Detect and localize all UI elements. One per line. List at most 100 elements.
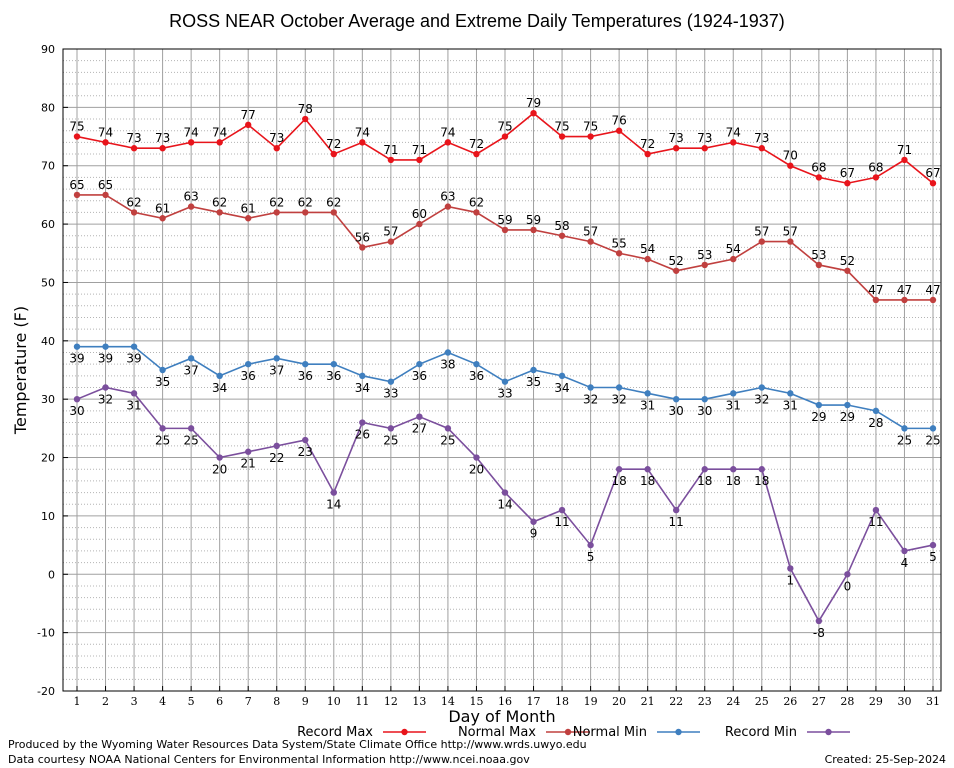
data-label-normal-min: 33 [383,387,398,401]
data-point-normal-max [244,215,252,222]
x-tick-label: 25 [755,695,769,708]
x-tick-label: 31 [926,695,940,708]
data-label-normal-min: 37 [183,363,198,377]
x-axis-label: Day of Month [448,707,555,726]
data-label-normal-max: 59 [497,213,512,227]
data-point-normal-min [473,360,480,368]
data-label-normal-min: 29 [811,410,826,424]
data-label-normal-min: 25 [925,433,940,447]
data-point-normal-max [929,296,937,304]
data-label-normal-max: 47 [868,283,883,297]
data-label-record-min: 27 [412,422,427,436]
data-label-record-min: 0 [844,579,852,593]
data-point-normal-max [330,209,337,216]
data-label-normal-min: 34 [355,381,370,395]
data-label-record-min: 20 [469,463,484,477]
plot-frame [62,48,942,692]
y-tick-label: 40 [41,335,55,348]
y-tick-label: 70 [41,160,55,173]
data-point-normal-min [929,425,937,432]
data-label-normal-min: 36 [469,369,484,383]
data-point-normal-min [901,425,908,432]
footer-courtesy: Data courtesy NOAA National Centers for … [8,753,530,766]
data-label-record-min: 5 [587,550,595,564]
x-tick-label: 11 [355,695,369,708]
data-label-normal-max: 61 [155,201,170,215]
data-label-normal-max: 58 [554,219,569,233]
data-point-record-min [844,571,851,578]
data-point-record-min [216,454,223,461]
x-tick-label: 23 [698,695,712,708]
series-record-max: 75 74 73 73 74 74 77 73 78 72 74 71 71 74 72 75 79 75 75 76… [69,96,941,187]
data-label-normal-max: 65 [98,178,113,192]
data-label-normal-max: 62 [298,195,313,209]
x-tick-label: 7 [245,695,252,708]
data-label-normal-max: 63 [440,190,455,204]
data-label-record-max: 74 [726,125,741,139]
data-point-record-min [787,565,794,572]
data-label-record-min: 23 [298,445,313,459]
data-label-record-max: 73 [269,131,284,145]
data-label-normal-min: 30 [669,404,684,418]
data-label-normal-max: 57 [783,225,798,239]
data-point-record-min [644,466,651,473]
data-point-normal-min [787,390,794,397]
data-label-normal-max: 54 [726,242,741,256]
data-point-normal-min [244,360,252,368]
data-point-record-min [159,425,166,432]
legend-label-record-max: Record Max [297,725,373,740]
data-point-normal-max [844,267,851,274]
data-point-record-max [644,150,651,158]
data-point-record-max [187,139,195,146]
data-label-normal-max: 63 [183,190,198,204]
data-point-record-max [872,174,880,181]
x-tick-label: 8 [273,695,280,708]
data-point-normal-max [615,250,623,257]
data-point-normal-max [758,238,765,245]
data-point-normal-min [273,355,280,362]
data-point-record-min [359,419,366,426]
x-tick-label: 17 [527,695,541,708]
data-label-normal-min: 28 [868,416,883,430]
data-point-normal-min [815,401,823,409]
data-point-normal-max [473,209,480,216]
data-label-record-max: 71 [383,143,398,157]
x-tick-label: 27 [812,695,826,708]
data-point-normal-min [730,390,737,397]
data-label-record-max: 70 [783,149,798,163]
x-tick-label: 18 [555,695,569,708]
x-tick-label: 4 [159,695,166,708]
data-point-normal-max [530,226,537,234]
data-point-record-min [929,541,937,549]
data-label-record-max: 72 [469,137,484,151]
series-group: 75 74 73 73 74 74 77 73 78 72 74 71 71 74 72 75 79 75 75 76… [69,96,940,640]
data-point-normal-max [730,255,737,263]
data-point-normal-max [130,209,138,216]
data-label-normal-max: 55 [611,236,626,250]
data-point-record-min [815,617,823,625]
data-label-record-min: 14 [497,498,512,512]
data-label-normal-min: 32 [754,393,769,407]
data-point-record-max [330,150,337,158]
data-label-normal-min: 38 [440,357,455,371]
data-label-record-max: 78 [298,102,313,116]
data-label-record-min: 1 [787,573,795,587]
data-label-record-max: 77 [241,108,256,122]
data-label-record-min: 4 [901,556,909,570]
data-point-normal-min [159,366,166,374]
y-tick-label: 0 [48,568,55,581]
data-label-record-max: 79 [526,96,541,110]
data-label-record-max: 75 [583,120,598,134]
legend-marker-normal-min [675,728,682,736]
data-label-record-min: 26 [355,428,370,442]
data-point-record-max [501,133,509,140]
y-axis-label: Temperature (F) [11,306,30,435]
data-label-normal-min: 39 [126,352,141,366]
legend-marker-normal-max [564,728,572,736]
data-label-record-max: 76 [611,114,626,128]
data-point-record-min [730,466,737,473]
data-label-normal-min: 30 [697,404,712,418]
data-label-record-min: 14 [326,498,341,512]
x-tick-label: 26 [783,695,797,708]
